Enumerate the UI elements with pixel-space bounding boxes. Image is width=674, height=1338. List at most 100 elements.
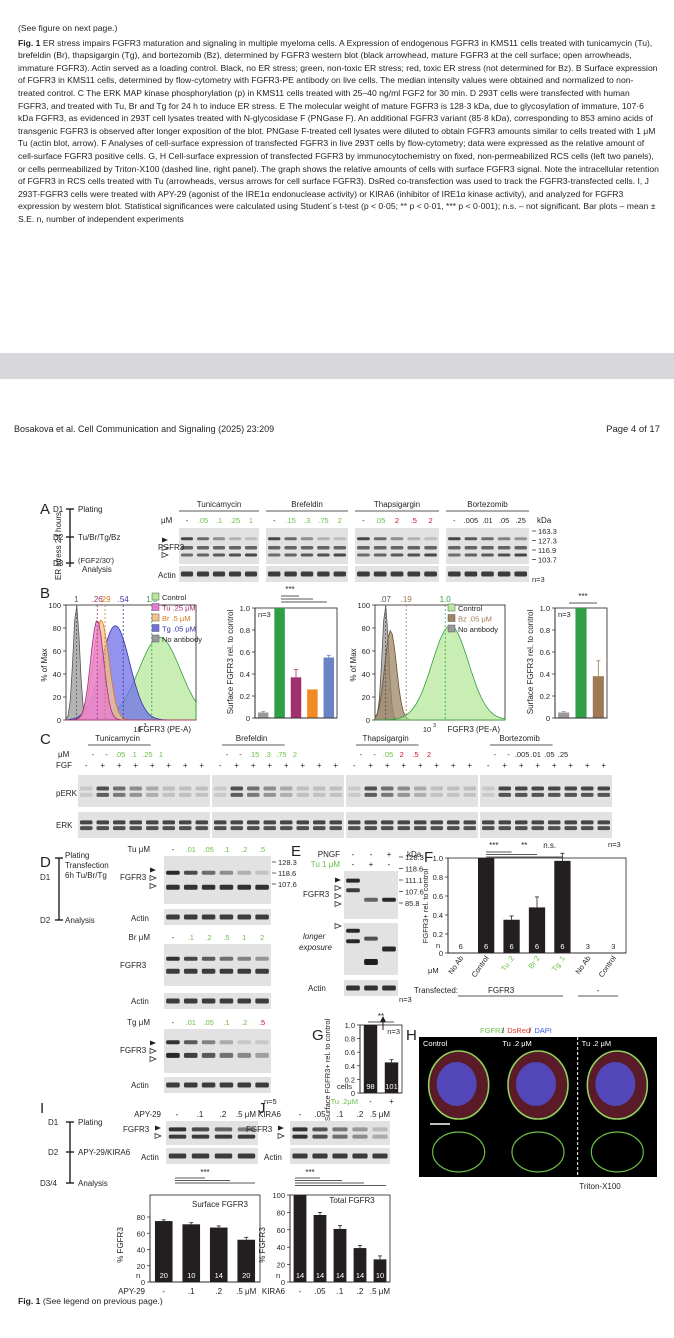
panel-c-erk-blot-band <box>195 820 209 825</box>
panel-c-perk-blot-band <box>463 786 477 791</box>
panel-a-dose-label: 2 <box>429 516 433 525</box>
panel-a-marker-label: 163.3 <box>538 527 557 536</box>
panel-i-n-value: 20 <box>160 1271 168 1280</box>
page-separator <box>0 353 674 379</box>
panel-c-dose-label: .3 <box>265 750 271 759</box>
panel-a-fgfr3-blot-background <box>266 528 348 564</box>
panel-c-dose-label: 2 <box>400 750 404 759</box>
panel-d-fgfr3-blot-br-band <box>183 968 198 974</box>
panel-f-ytick-label: 1.0 <box>433 854 443 863</box>
panel-d-fgfr3-blot-br-band <box>219 968 234 974</box>
panel-a-fgfr3-blot-band <box>333 537 347 541</box>
panel-c-perk-blot-band <box>96 786 110 791</box>
panel-j-chart-title: Total FGFR3 <box>329 1196 375 1205</box>
panel-d-fgfr3-blot-tu-band <box>255 884 269 890</box>
panel-d-plating: Plating <box>65 851 89 860</box>
panel-b-histogram-right-curve <box>375 625 506 721</box>
panel-c-perk-blot-band <box>129 786 143 791</box>
panel-c-erk-blot-band <box>514 826 528 831</box>
panel-d-tg-dose-label: .01 <box>186 1018 196 1027</box>
panel-h-panel-label: Tu .2 μM <box>582 1039 611 1048</box>
panel-c-perk-blot-band <box>230 786 244 791</box>
panel-a-dose-label: 2 <box>338 516 342 525</box>
panel-b-bar-ytick-label: 0.4 <box>240 670 250 679</box>
panel-e-arrowhead-3 <box>334 892 342 900</box>
panel-e-up-arrow <box>380 1016 386 1022</box>
panel-a-fgfr3-blot-band <box>180 546 194 550</box>
panel-c-fgf-sign: + <box>234 761 239 770</box>
panel-d-fgfr3-blot-tu-band <box>201 884 216 890</box>
panel-c-perk-blot-band <box>446 792 460 797</box>
panel-c-dose-label: .75 <box>276 750 286 759</box>
panel-a-actin-blot-band <box>424 571 437 577</box>
panel-j-actin-label: Actin <box>264 1153 282 1162</box>
panel-j-ytick-label: 20 <box>277 1261 285 1270</box>
panel-d-actin-blot-tg-band <box>219 1082 234 1088</box>
panel-b-bar-left-bar <box>323 657 335 718</box>
panel-a-fgfr3-blot-band <box>373 553 387 557</box>
panel-a-fgfr3-blot-band <box>481 546 494 550</box>
panel-c-erk-blot-background <box>78 812 210 838</box>
panel-f-n-value: 3 <box>586 942 590 951</box>
panel-c-fgf-sign: + <box>585 761 590 770</box>
panel-c-perk-blot-band <box>329 786 343 791</box>
panel-f-category-label: Control <box>470 954 491 979</box>
panel-c-erk-blot-band <box>329 820 343 825</box>
panel-c-perk-blot-band <box>481 786 495 791</box>
panel-a-fgfr3-label: FGFR3 <box>158 543 185 552</box>
panel-a-fgf2: (FGF2/30') <box>78 556 115 565</box>
panel-b-bar-sig-right: *** <box>578 592 587 601</box>
panel-b-legend-label-right: Bz .05 μM <box>458 615 492 624</box>
panel-a-immature-arrowhead <box>161 544 169 552</box>
panel-c-erk-blot-band <box>312 826 326 831</box>
panel-f-n-value: 3 <box>611 942 615 951</box>
panel-c-dose-label: .25 <box>558 750 568 759</box>
panel-c-fgf-sign: + <box>434 761 439 770</box>
panel-d-actin-blot-tu-band <box>237 914 252 920</box>
panel-c-erk-blot-band <box>463 820 477 825</box>
panel-f-ytick-label: 0.4 <box>433 911 443 920</box>
panel-c-erk-blot-band <box>279 820 293 825</box>
panel-a-marker-label: 103.7 <box>538 556 557 565</box>
panel-c-perk-blot-band <box>347 792 361 797</box>
panel-d-br-dose-label: 2 <box>260 933 264 942</box>
panel-c-erk-blot-band <box>413 820 427 825</box>
panel-b-letter: B <box>40 585 50 602</box>
panel-d-marker-label: 128.3 <box>278 858 297 867</box>
panel-d-actin-blot-br-band <box>237 998 252 1004</box>
panel-b-xtick-exp: 3 <box>144 723 147 729</box>
panel-c-fgf-sign: + <box>519 761 524 770</box>
panel-j-fgfr3-blot-band <box>352 1134 368 1139</box>
panel-e-longer-exposure-blot-band <box>364 959 378 965</box>
panel-e-fgfr3-blot-band <box>382 897 396 902</box>
panel-d-fgfr3-blot-tu-band <box>201 870 216 875</box>
panel-c-fgf-sign: - <box>487 761 490 770</box>
panel-c-perk-blot-band <box>312 786 326 791</box>
panel-a-actin-blot-band <box>497 571 511 577</box>
panel-j-ytick-label: 0 <box>281 1278 285 1287</box>
panel-b-ytick-label-right: 20 <box>362 693 370 702</box>
panel-f-n-label: n <box>436 941 440 950</box>
panel-b-bar-ytick-label: 0.2 <box>240 692 250 701</box>
panel-i-dose-label: .5 μM <box>236 1110 257 1119</box>
panel-b-bar-right-bar <box>575 608 587 718</box>
panel-c-fgf-sign: + <box>251 761 256 770</box>
panel-c-perk-blot-band <box>96 792 110 797</box>
panel-i-bar-bar <box>182 1224 201 1282</box>
panel-a-actin-blot-band <box>180 571 194 577</box>
panel-j-ytick-label: 60 <box>277 1226 285 1235</box>
panel-c-perk-blot-band <box>263 786 277 791</box>
panel-d-fgfr3-blot-br-band <box>255 956 269 961</box>
panel-a-fgfr3-blot-band <box>212 537 226 541</box>
panel-b-bar-right-bar <box>558 712 570 718</box>
panel-e-marker-label: 128.3 <box>405 853 424 862</box>
panel-c-perk-blot-band <box>430 786 444 791</box>
panel-j-n-value: 14 <box>336 1271 344 1280</box>
panel-i-bar-bar <box>154 1221 173 1282</box>
panel-f-n-value: 6 <box>535 942 539 951</box>
panel-i-day1: D1 <box>48 1118 59 1127</box>
panel-d-tg-dose-label: - <box>172 1018 175 1027</box>
panel-d-actin-blot-br-band <box>201 998 216 1004</box>
panel-c-group-title: Tunicamycin <box>95 734 140 743</box>
panel-i-drug-label: APY-29 <box>134 1110 161 1119</box>
